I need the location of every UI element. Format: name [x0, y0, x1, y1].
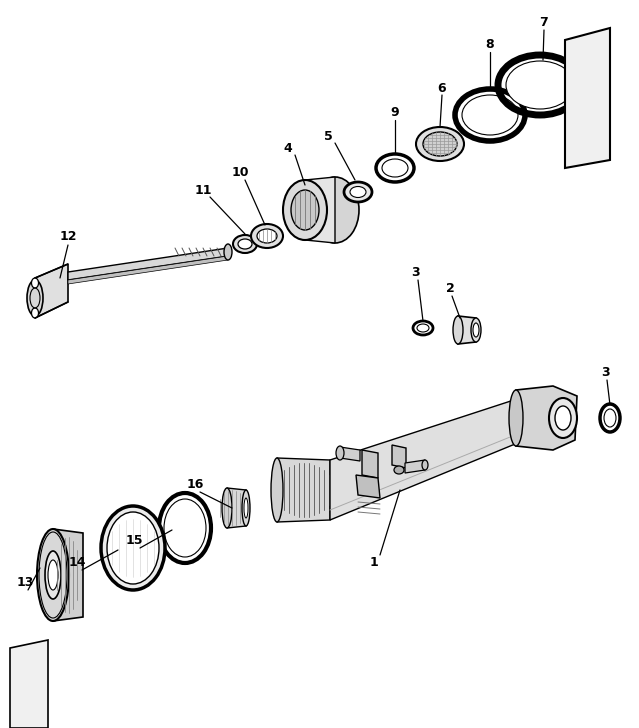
Text: 4: 4 — [284, 141, 293, 154]
Ellipse shape — [164, 499, 206, 557]
Text: 14: 14 — [68, 555, 86, 569]
Ellipse shape — [416, 127, 464, 161]
Text: 3: 3 — [601, 365, 610, 379]
Polygon shape — [68, 256, 228, 284]
Polygon shape — [35, 264, 68, 318]
Ellipse shape — [31, 278, 38, 288]
Ellipse shape — [453, 316, 463, 344]
Text: 7: 7 — [539, 15, 548, 28]
Ellipse shape — [271, 458, 283, 522]
Ellipse shape — [242, 490, 250, 526]
Text: 16: 16 — [187, 478, 204, 491]
Ellipse shape — [101, 506, 165, 590]
Ellipse shape — [422, 460, 428, 470]
Ellipse shape — [222, 488, 232, 528]
Ellipse shape — [45, 551, 61, 599]
Polygon shape — [356, 475, 380, 498]
Text: 2: 2 — [445, 282, 454, 296]
Ellipse shape — [344, 182, 372, 202]
Text: 11: 11 — [194, 183, 212, 197]
Polygon shape — [362, 450, 378, 478]
Text: 15: 15 — [125, 534, 142, 547]
Polygon shape — [405, 460, 425, 473]
Polygon shape — [516, 386, 577, 450]
Polygon shape — [458, 316, 476, 344]
Polygon shape — [53, 529, 83, 621]
Ellipse shape — [233, 235, 257, 253]
Polygon shape — [340, 447, 360, 461]
Ellipse shape — [555, 406, 571, 430]
Text: 6: 6 — [438, 82, 446, 95]
Ellipse shape — [48, 560, 58, 590]
Polygon shape — [330, 398, 520, 520]
Polygon shape — [305, 177, 335, 243]
Ellipse shape — [514, 398, 526, 442]
Ellipse shape — [251, 224, 283, 248]
Ellipse shape — [394, 466, 404, 474]
Text: 13: 13 — [17, 576, 34, 588]
Ellipse shape — [471, 318, 481, 342]
Polygon shape — [68, 248, 228, 280]
Ellipse shape — [462, 95, 518, 135]
Ellipse shape — [107, 512, 159, 584]
Polygon shape — [227, 488, 246, 528]
Ellipse shape — [423, 132, 457, 156]
Ellipse shape — [27, 280, 43, 316]
Ellipse shape — [473, 323, 479, 337]
Ellipse shape — [509, 390, 523, 446]
Ellipse shape — [224, 244, 232, 260]
Polygon shape — [10, 640, 48, 728]
Ellipse shape — [244, 498, 248, 518]
Polygon shape — [565, 28, 610, 168]
Ellipse shape — [336, 446, 344, 460]
Ellipse shape — [382, 159, 408, 177]
Text: 9: 9 — [390, 106, 399, 119]
Ellipse shape — [291, 190, 319, 230]
Ellipse shape — [311, 177, 359, 243]
Text: 3: 3 — [411, 266, 419, 279]
Ellipse shape — [283, 180, 327, 240]
Text: 5: 5 — [323, 130, 332, 143]
Ellipse shape — [257, 229, 277, 243]
Polygon shape — [277, 458, 330, 522]
Ellipse shape — [350, 186, 366, 197]
Text: 12: 12 — [59, 231, 77, 243]
Text: 8: 8 — [486, 38, 495, 50]
Polygon shape — [392, 445, 406, 468]
Ellipse shape — [37, 529, 69, 621]
Ellipse shape — [238, 239, 252, 249]
Ellipse shape — [549, 398, 577, 438]
Text: 1: 1 — [369, 555, 378, 569]
Ellipse shape — [506, 61, 574, 109]
Text: 10: 10 — [231, 167, 249, 180]
Ellipse shape — [31, 308, 38, 318]
Ellipse shape — [417, 324, 429, 332]
Ellipse shape — [604, 409, 616, 427]
